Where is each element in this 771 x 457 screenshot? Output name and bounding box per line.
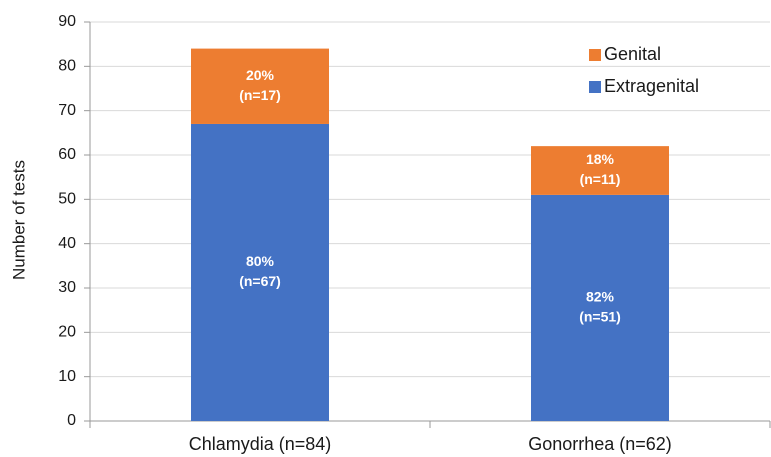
value-label: (n=11): [580, 171, 621, 187]
y-axis-label: Number of tests: [9, 160, 28, 280]
bar-segment: [531, 146, 669, 195]
legend-swatch: [589, 81, 601, 93]
y-tick-label: 20: [58, 324, 76, 341]
y-tick-label: 30: [58, 279, 76, 296]
x-tick-label: Gonorrhea (n=62): [528, 434, 672, 454]
value-label: 20%: [246, 67, 275, 83]
legend-swatch: [589, 49, 601, 61]
y-tick-label: 50: [58, 191, 76, 208]
value-label: (n=51): [579, 309, 621, 325]
y-tick-label: 90: [58, 13, 76, 30]
y-tick-label: 0: [67, 412, 76, 429]
y-tick-label: 80: [58, 58, 76, 75]
value-label: 80%: [246, 253, 275, 269]
x-tick-label: Chlamydia (n=84): [189, 434, 332, 454]
value-label: 82%: [586, 289, 615, 305]
bar-segment: [191, 123, 329, 421]
legend-label: Genital: [604, 44, 661, 64]
y-tick-label: 70: [58, 102, 76, 119]
value-label: 18%: [586, 151, 615, 167]
y-tick-label: 10: [58, 368, 76, 385]
legend-label: Extragenital: [604, 76, 699, 96]
value-label: (n=17): [239, 87, 281, 103]
bar-segment: [531, 194, 669, 421]
bar-segment: [191, 48, 329, 124]
y-tick-label: 60: [58, 146, 76, 163]
value-label: (n=67): [239, 273, 281, 289]
y-tick-label: 40: [58, 235, 76, 252]
